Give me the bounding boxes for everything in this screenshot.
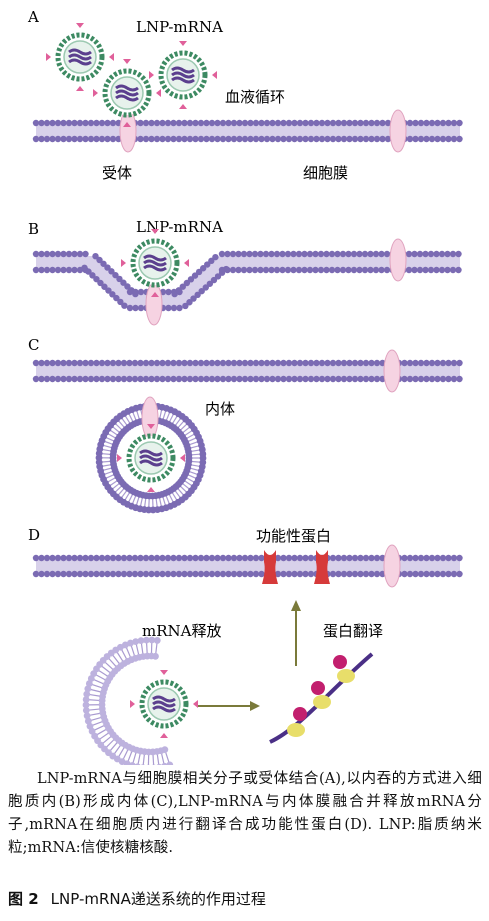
ribosome-large-2 — [311, 681, 325, 695]
endosome-label: 内体 — [205, 400, 235, 418]
protein-2 — [314, 550, 330, 584]
panel-letter-b: B — [28, 220, 39, 238]
figure-number: 图 2 — [8, 890, 39, 908]
mrna-strand-with-ribosomes — [269, 652, 374, 744]
blood-circulation-label: 血液循环 — [225, 88, 285, 106]
cell-membrane-label: 细胞膜 — [303, 164, 348, 182]
figure-caption: LNP-mRNA与细胞膜相关分子或受体结合(A),以内吞的方式进入细胞质内(B)… — [8, 771, 482, 856]
ribosome-small-2 — [313, 695, 331, 709]
panel-letter-a: A — [27, 8, 39, 26]
translation-label: 蛋白翻译 — [323, 622, 383, 640]
ribosome-small-1 — [287, 723, 305, 737]
receptor-c2 — [141, 396, 159, 440]
ribosome-small-3 — [337, 669, 355, 683]
figure-title: LNP-mRNA递送系统的作用过程 — [50, 890, 266, 908]
figure-title-line: 图 2 LNP-mRNA递送系统的作用过程 — [8, 888, 266, 909]
mrna-release-label: mRNA释放 — [142, 622, 221, 640]
receptor-c1 — [383, 349, 401, 393]
membrane-a — [32, 119, 463, 143]
receptor-b1 — [145, 282, 163, 326]
ribosome-large-3 — [333, 655, 347, 669]
functional-proteins — [262, 550, 330, 584]
ribosome-large-1 — [293, 707, 307, 721]
lnp-mrna-label-b: LNP-mRNA — [136, 218, 223, 236]
released-vesicle — [82, 636, 174, 765]
endosome-vesicle — [95, 402, 207, 514]
arrows — [198, 600, 301, 711]
lnp-mrna-label-a: LNP-mRNA — [136, 18, 223, 36]
lnp-particle-a3 — [149, 41, 217, 109]
receptor-label: 受体 — [102, 164, 132, 182]
protein-1 — [262, 550, 278, 584]
lnp-mrna-process-diagram: A B C D LNP-mRNA 血液循环 受体 细胞膜 LNP-mRNA 内体… — [27, 8, 463, 765]
lnp-particle-a1 — [46, 23, 114, 91]
released-endosome — [82, 636, 174, 765]
panel-letter-c: C — [28, 336, 39, 354]
functional-protein-label: 功能性蛋白 — [256, 527, 331, 545]
receptor-a1 — [119, 109, 137, 153]
panel-letter-d: D — [28, 526, 40, 544]
receptor-d1 — [383, 544, 401, 588]
lipid-bilayers — [32, 119, 463, 578]
receptors — [119, 109, 407, 588]
lnp-particle-d — [130, 670, 198, 738]
receptor-b2 — [389, 238, 407, 282]
receptor-a2 — [389, 109, 407, 153]
